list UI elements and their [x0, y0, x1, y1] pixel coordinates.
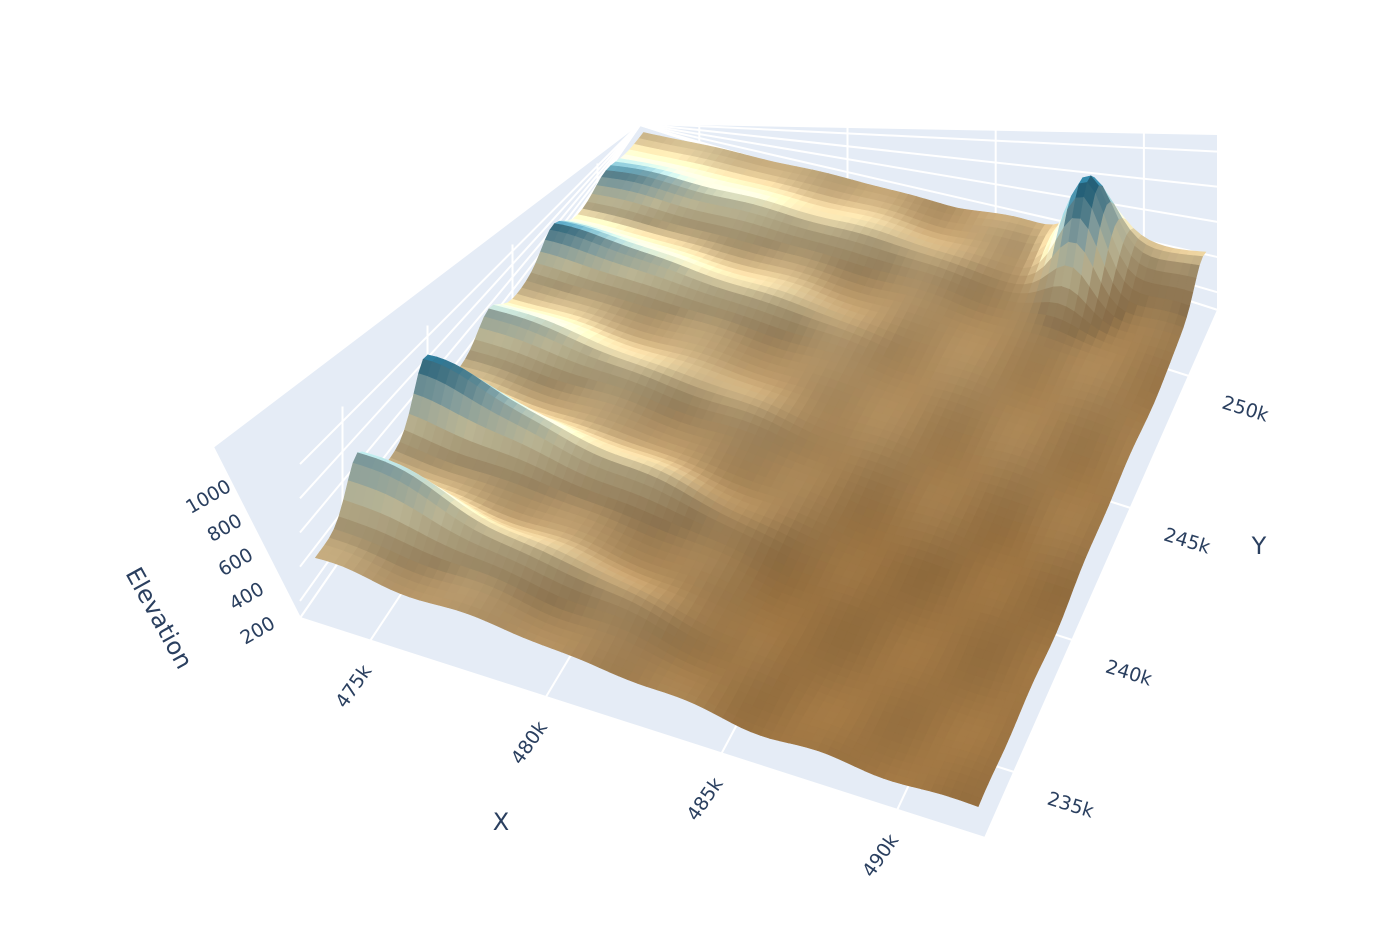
z-tick-label: 1000	[182, 475, 235, 518]
y-axis-title: Y	[1251, 532, 1267, 560]
y-tick-label: 240k	[1103, 656, 1155, 691]
z-gridline-back	[639, 122, 1219, 188]
y-tick-label: 235k	[1045, 788, 1097, 823]
x-tick-label: 485k	[682, 774, 727, 825]
y-tick-label: 245k	[1161, 524, 1213, 559]
z-gridline-left	[299, 122, 641, 465]
z-gridline-left	[299, 122, 641, 499]
z-axis-title: Elevation	[120, 563, 199, 674]
z-tick-label: 200	[237, 612, 279, 649]
terrain-surface[interactable]	[314, 132, 1207, 807]
z-gridline-back	[639, 123, 1219, 223]
z-tick-label: 400	[226, 578, 268, 615]
z-tick-label: 600	[215, 544, 257, 581]
x-tick-label: 475k	[331, 661, 376, 712]
x-tick-label: 480k	[507, 717, 552, 768]
x-axis-title: X	[493, 808, 509, 836]
z-gridline-back	[639, 122, 1219, 153]
y-tick-label: 250k	[1219, 392, 1271, 427]
z-tick-label: 800	[204, 510, 246, 547]
x-tick-label: 490k	[858, 830, 903, 881]
